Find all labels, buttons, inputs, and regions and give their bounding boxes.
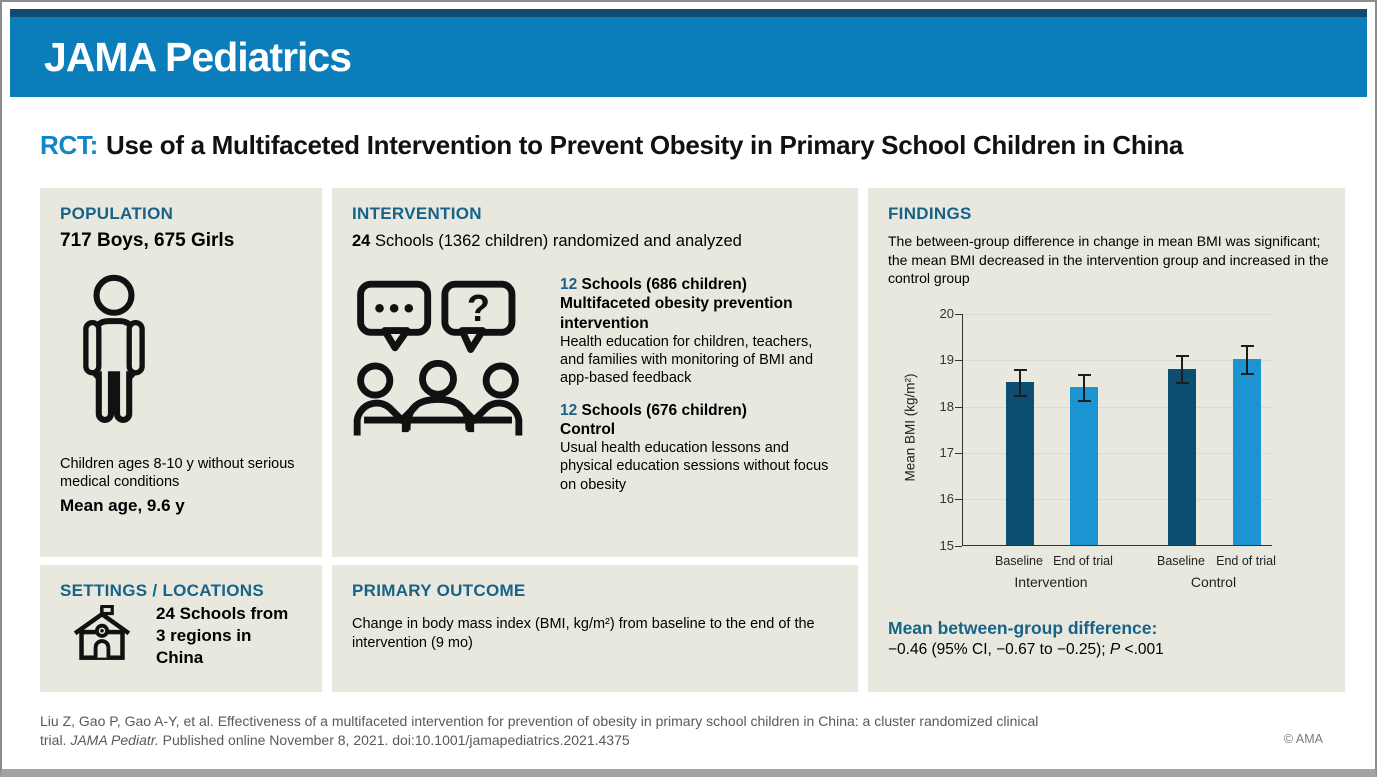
x-axis-bar-label: Baseline bbox=[1157, 553, 1205, 568]
intervention-lead: 24 Schools (1362 children) randomized an… bbox=[352, 232, 838, 251]
rct-tag: RCT: bbox=[40, 130, 99, 160]
error-bar-cap bbox=[1175, 354, 1189, 357]
y-axis-tick bbox=[955, 499, 962, 501]
error-bar-cap bbox=[1013, 369, 1027, 372]
article-title: RCT: Use of a Multifaceted Intervention t… bbox=[40, 130, 1337, 161]
svg-text:?: ? bbox=[467, 288, 490, 330]
primary-outcome-text: Change in body mass index (BMI, kg/m²) f… bbox=[352, 616, 815, 651]
y-axis-tick bbox=[955, 545, 962, 547]
arm1-number: 12 bbox=[560, 276, 578, 293]
bar-control-baseline bbox=[1168, 368, 1196, 545]
y-axis-tick-label: 16 bbox=[939, 491, 954, 507]
settings-text: 24 Schools from 3 regions in China bbox=[156, 604, 289, 668]
population-heading: POPULATION bbox=[60, 204, 174, 223]
error-bar-cap bbox=[1013, 395, 1027, 398]
x-axis-group-label: Intervention bbox=[1014, 573, 1088, 590]
primary-outcome-panel: PRIMARY OUTCOME Change in body mass inde… bbox=[332, 565, 858, 692]
arm2-description: Usual health education lessons and physi… bbox=[560, 440, 829, 493]
intervention-panel: INTERVENTION 24 Schools (1362 children) … bbox=[332, 188, 858, 557]
findings-heading: FINDINGS bbox=[888, 204, 972, 223]
primary-outcome-heading: PRIMARY OUTCOME bbox=[352, 581, 526, 600]
y-axis-tick bbox=[955, 360, 962, 362]
intervention-lead-text: Schools (1362 children) randomized and a… bbox=[370, 232, 742, 250]
gridline bbox=[963, 499, 1272, 501]
bmi-bar-chart: Mean BMI (kg/m²) 15 16 17 18 19 20 Baseline End… bbox=[894, 306, 1324, 602]
person-icon bbox=[76, 274, 302, 431]
discussion-group-icon: ? bbox=[352, 275, 532, 494]
intervention-heading: INTERVENTION bbox=[352, 204, 482, 223]
error-bar-cap bbox=[1175, 381, 1189, 384]
difference-value: −0.46 (95% CI, −0.67 to −0.25); P <.001 bbox=[888, 640, 1164, 658]
bar-intervention-baseline bbox=[1006, 382, 1034, 545]
intervention-arms: 12 Schools (686 children) Multifaceted o… bbox=[560, 275, 838, 494]
arm1-schools: Schools (686 children) bbox=[577, 276, 747, 293]
bar-control-end-of-trial bbox=[1233, 359, 1261, 545]
intervention-arm-1: 12 Schools (686 children) Multifaceted o… bbox=[560, 275, 838, 388]
gridline bbox=[963, 453, 1272, 455]
settings-heading: SETTINGS / LOCATIONS bbox=[60, 581, 265, 600]
findings-panel: FINDINGS The between-group difference in… bbox=[868, 188, 1345, 692]
y-axis-tick-label: 15 bbox=[939, 537, 954, 553]
error-bar-cap bbox=[1240, 345, 1254, 348]
copyright: © AMA bbox=[1283, 731, 1323, 746]
findings-summary: The between-group difference in change i… bbox=[888, 233, 1329, 287]
title-text: Use of a Multifaceted Intervention to Pr… bbox=[106, 130, 1184, 160]
citation: Liu Z, Gao P, Gao A-Y, et al. Effectiven… bbox=[40, 713, 1039, 748]
arm2-number: 12 bbox=[560, 401, 578, 419]
footer: Liu Z, Gao P, Gao A-Y, et al. Effectiven… bbox=[40, 712, 1337, 750]
x-axis-bar-label: End of trial bbox=[1053, 553, 1113, 568]
error-bar bbox=[1246, 346, 1248, 375]
intervention-lead-number: 24 bbox=[352, 232, 371, 250]
y-axis-tick-label: 17 bbox=[939, 445, 954, 461]
error-bar-cap bbox=[1077, 400, 1091, 403]
gridline bbox=[963, 313, 1272, 315]
y-axis-tick-label: 20 bbox=[939, 305, 954, 321]
y-axis-tick-label: 19 bbox=[939, 352, 954, 368]
error-bar-cap bbox=[1240, 373, 1254, 376]
chart-y-axis-label: Mean BMI (kg/m²) bbox=[902, 373, 918, 482]
x-axis-group-label: Control bbox=[1190, 573, 1237, 590]
population-description: Children ages 8-10 y without serious med… bbox=[60, 456, 295, 491]
arm2-name: Control bbox=[560, 420, 616, 438]
population-panel: POPULATION 717 Boys, 675 Girls Children … bbox=[40, 188, 322, 557]
arm1-name: Multifaceted obesity prevention interven… bbox=[560, 295, 793, 332]
population-mean-age: Mean age, 9.6 y bbox=[60, 496, 185, 516]
gridline bbox=[963, 406, 1272, 408]
error-bar bbox=[1019, 370, 1021, 397]
arm2-schools: Schools (676 children) bbox=[577, 401, 747, 419]
bar-intervention-end-of-trial bbox=[1070, 387, 1098, 545]
top-navy-strip bbox=[10, 9, 1367, 17]
y-axis-tick bbox=[955, 313, 962, 315]
population-counts: 717 Boys, 675 Girls bbox=[60, 230, 235, 251]
chart-plot-area bbox=[955, 313, 1272, 547]
intervention-arm-2: 12 Schools (676 children) Control Usual … bbox=[560, 401, 838, 494]
gridline bbox=[963, 360, 1272, 362]
error-bar bbox=[1083, 375, 1085, 402]
y-axis-tick bbox=[955, 406, 962, 408]
y-axis-tick bbox=[955, 453, 962, 455]
error-bar bbox=[1181, 355, 1183, 383]
school-icon bbox=[70, 604, 134, 668]
arm1-description: Health education for children, teachers,… bbox=[560, 334, 814, 387]
x-axis-bar-label: Baseline bbox=[995, 553, 1043, 568]
difference-label: Mean between-group difference: bbox=[888, 617, 1158, 638]
settings-panel: SETTINGS / LOCATIONS 24 Schools from bbox=[40, 565, 322, 692]
masthead: JAMA Pediatrics bbox=[10, 17, 1367, 97]
x-axis-bar-label: End of trial bbox=[1216, 553, 1276, 568]
journal-logo: JAMA Pediatrics bbox=[44, 33, 352, 80]
error-bar-cap bbox=[1077, 374, 1091, 377]
panel-grid: POPULATION 717 Boys, 675 Girls Children … bbox=[40, 188, 1367, 692]
y-axis-tick-label: 18 bbox=[939, 398, 954, 414]
